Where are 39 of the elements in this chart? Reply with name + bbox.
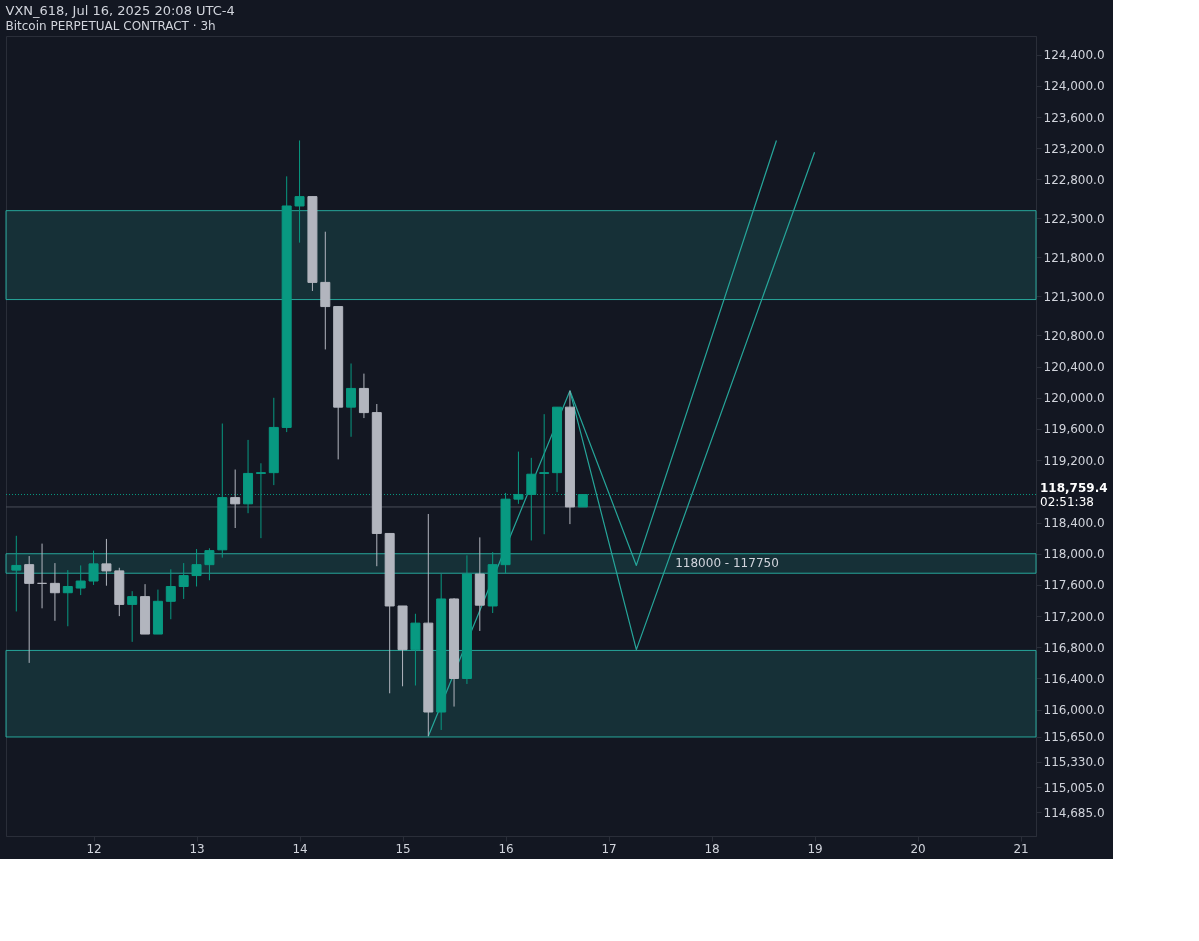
x-tick-label: 20 [910,841,926,856]
y-tick-label: 118,400.0 [1043,516,1105,531]
chart-subtitle: Bitcoin PERPETUAL CONTRACT · 3h [5,19,216,33]
y-tick-label: 124,400.0 [1043,48,1105,63]
y-tick-label: 116,000.0 [1043,703,1105,718]
y-tick-label: 124,000.0 [1043,79,1105,94]
ref-line-label: 118,759.4 [1040,480,1108,495]
x-tick-label: 12 [86,841,102,856]
y-tick-label: 115,005.0 [1043,780,1105,795]
y-tick-label: 119,200.0 [1043,453,1105,468]
x-tick-label: 18 [704,841,720,856]
x-tick-label: 17 [601,841,617,856]
y-tick-label: 122,800.0 [1043,172,1105,187]
x-tick-label: 14 [292,841,308,856]
y-tick-label: 114,685.0 [1043,805,1105,820]
band-label: 118000 - 117750 [675,556,779,571]
y-tick-label: 121,300.0 [1043,289,1105,304]
y-tick-label: 117,200.0 [1043,609,1105,624]
text: 02:51:38 [1040,494,1094,509]
y-tick-label: 115,330.0 [1043,755,1105,770]
y-tick-label: 122,300.0 [1043,211,1105,226]
y-tick-label: 120,400.0 [1043,360,1105,375]
chart-title: VXN_618, Jul 16, 2025 20:08 UTC-4 [5,3,235,18]
y-tick-label: 116,400.0 [1043,672,1105,686]
y-tick-label: 120,800.0 [1043,328,1105,343]
y-tick-label: 119,600.0 [1043,422,1105,437]
x-tick-label: 13 [189,841,205,856]
y-tick-label: 118,000.0 [1043,547,1105,562]
y-tick-label: 123,600.0 [1043,110,1105,125]
x-tick-label: 15 [395,841,411,856]
y-tick-label: 121,800.0 [1043,250,1105,265]
x-tick-label: 21 [1013,841,1029,856]
y-tick-label: 116,800.0 [1043,640,1105,655]
y-tick-label: 123,200.0 [1043,141,1105,156]
x-tick-label: 19 [807,841,823,856]
y-tick-label: 120,000.0 [1043,391,1105,406]
y-tick-label: 115,650.0 [1043,730,1105,745]
x-tick-label: 16 [498,841,514,856]
y-tick-label: 117,600.0 [1043,578,1105,593]
